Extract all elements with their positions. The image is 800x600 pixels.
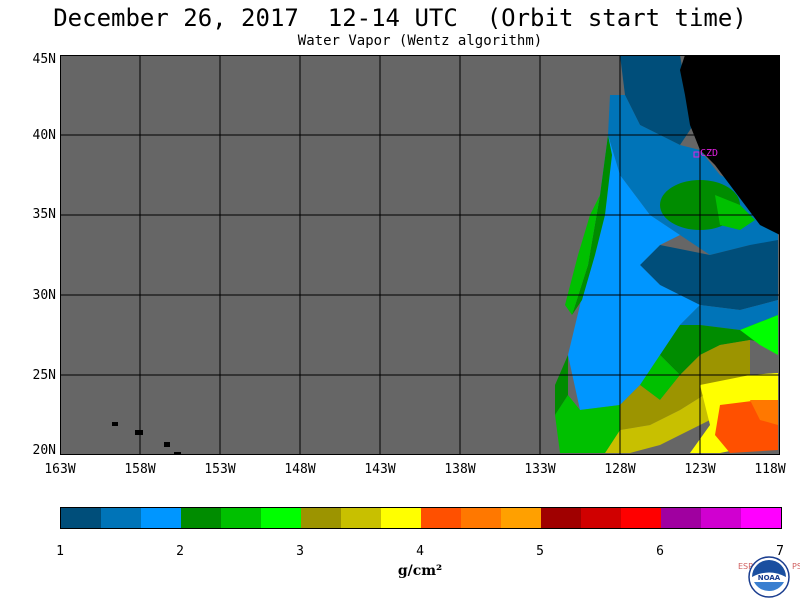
noaa-logo: NOAA xyxy=(748,556,790,598)
lat-label-20n: 20N xyxy=(32,443,56,458)
colorbar xyxy=(60,507,782,529)
noaa-badge-text: NOAA xyxy=(758,574,781,582)
hawaii-islands xyxy=(112,422,181,455)
lat-label-35n: 35N xyxy=(32,207,56,222)
colorbar-tick-6: 6 xyxy=(656,544,664,559)
colorbar-segment xyxy=(261,508,301,528)
colorbar-segment xyxy=(341,508,381,528)
lon-label-138w: 138W xyxy=(444,462,476,477)
lat-label-40n: 40N xyxy=(32,128,56,143)
colorbar-segment xyxy=(221,508,261,528)
colorbar-segment xyxy=(301,508,341,528)
colorbar-tick-7: 7 xyxy=(776,544,784,559)
colorbar-units: g/cm² xyxy=(397,563,443,579)
lat-label-30n: 30N xyxy=(32,288,56,303)
lon-label-133w: 133W xyxy=(524,462,556,477)
lon-label-158w: 158W xyxy=(124,462,156,477)
lon-label-163w: 163W xyxy=(44,462,76,477)
colorbar-segment xyxy=(741,508,781,528)
colorbar-segment xyxy=(541,508,581,528)
lat-lon-grid xyxy=(60,55,780,455)
colorbar-tick-3: 3 xyxy=(296,544,304,559)
colorbar-tick-4: 4 xyxy=(416,544,424,559)
colorbar-segment xyxy=(581,508,621,528)
colorbar-segment xyxy=(421,508,461,528)
colorbar-border xyxy=(60,507,782,529)
colorbar-tick-2: 2 xyxy=(176,544,184,559)
colorbar-segment xyxy=(701,508,741,528)
colorbar-segment xyxy=(181,508,221,528)
station-label: CZD xyxy=(700,148,718,159)
lon-label-143w: 143W xyxy=(364,462,396,477)
esrl-text: ESRL xyxy=(738,562,759,571)
colorbar-segment xyxy=(661,508,701,528)
colorbar-tick-5: 5 xyxy=(536,544,544,559)
lon-label-118w: 118W xyxy=(754,462,786,477)
colorbar-tick-1: 1 xyxy=(56,544,64,559)
lon-label-123w: 123W xyxy=(684,462,716,477)
page-subtitle: Water Vapor (Wentz algorithm) xyxy=(297,33,543,49)
lon-label-148w: 148W xyxy=(284,462,316,477)
water-vapor-map: CZD xyxy=(60,55,780,455)
page-title: December 26, 2017 12-14 UTC (Orbit start… xyxy=(53,4,747,32)
colorbar-segment xyxy=(141,508,181,528)
colorbar-segment xyxy=(61,508,101,528)
colorbar-segment xyxy=(621,508,661,528)
land-mass xyxy=(680,55,780,235)
lat-label-45n: 45N xyxy=(32,52,56,67)
colorbar-segment xyxy=(101,508,141,528)
lon-label-128w: 128W xyxy=(604,462,636,477)
lon-label-153w: 153W xyxy=(204,462,236,477)
lat-label-25n: 25N xyxy=(32,368,56,383)
colorbar-segment xyxy=(461,508,501,528)
station-marker: CZD xyxy=(693,148,718,159)
colorbar-segment xyxy=(381,508,421,528)
colorbar-segment xyxy=(501,508,541,528)
psd-text: PSD xyxy=(792,562,800,571)
